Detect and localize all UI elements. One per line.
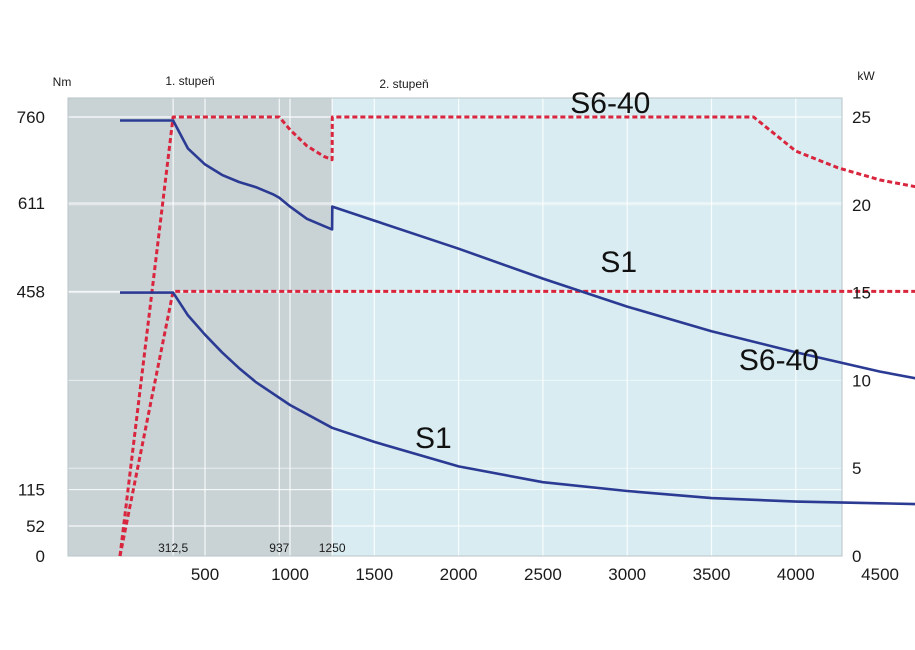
y-left-tick-label: 760 [17,108,45,127]
plot-border [67,97,843,557]
stage-region-1 [68,98,333,556]
y-left-tick-label: 115 [18,481,45,500]
y-right-tick-label: 15 [852,284,871,303]
x-tick-label: 4500 [861,565,899,584]
series-annotation: S1 [415,422,452,455]
x-tick-label: 3000 [608,565,646,584]
x-tick-label: 2500 [524,565,562,584]
series-line-s640-right [120,119,915,380]
x-special-tick-label: 1250 [319,541,346,555]
x-tick-label: 2000 [440,565,478,584]
series-line-s1-right [120,291,915,506]
x-special-tick-label: 937 [269,541,289,555]
y-right-tick-label: 20 [852,196,871,215]
y-right-tick-label: 25 [852,108,871,127]
x-tick-label: 1000 [271,565,309,584]
stage-region-2 [332,98,842,556]
x-tick-label: 1500 [355,565,393,584]
y-right-tick-label: 10 [852,371,871,390]
y-left-tick-label: 52 [26,517,45,536]
series-line-s640-left [118,115,915,557]
x-tick-label: 3500 [693,565,731,584]
x-tick-label: 500 [191,565,219,584]
x-special-tick-label: 312,5 [158,541,188,555]
stage-label: 2. stupeň [379,77,428,91]
stage-label: 1. stupeň [165,74,214,88]
x-tick-label: 4000 [777,565,815,584]
y-left-unit: Nm [53,75,72,89]
series-line-s1-left [118,289,915,557]
y-right-tick-label: 0 [852,547,861,566]
y-left-tick-label: 0 [36,547,45,566]
series-annotation: S6-40 [570,87,650,120]
y-right-tick-label: 5 [852,459,861,478]
y-left-tick-label: 611 [18,194,45,213]
y-left-tick-label: 458 [17,282,45,301]
series-annotation: S6-40 [739,344,819,377]
series-annotation: S1 [600,246,637,279]
y-right-unit: kW [857,69,875,83]
